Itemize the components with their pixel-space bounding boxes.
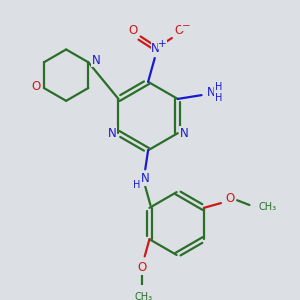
Text: CH₃: CH₃ xyxy=(135,292,153,300)
Text: H: H xyxy=(133,179,140,190)
Text: CH₃: CH₃ xyxy=(258,202,276,212)
Text: N: N xyxy=(141,172,150,185)
Text: O: O xyxy=(32,80,41,93)
Text: O: O xyxy=(174,24,183,37)
Text: N: N xyxy=(207,86,215,99)
Text: N: N xyxy=(107,127,116,140)
Text: H: H xyxy=(215,93,222,103)
Text: O: O xyxy=(226,192,235,205)
Text: O: O xyxy=(128,24,137,37)
Text: O: O xyxy=(137,261,146,274)
Text: +: + xyxy=(158,39,167,49)
Text: H: H xyxy=(215,82,222,92)
Text: N: N xyxy=(180,127,189,140)
Text: N: N xyxy=(92,54,100,67)
Text: N: N xyxy=(151,42,160,55)
Text: −: − xyxy=(182,21,190,31)
